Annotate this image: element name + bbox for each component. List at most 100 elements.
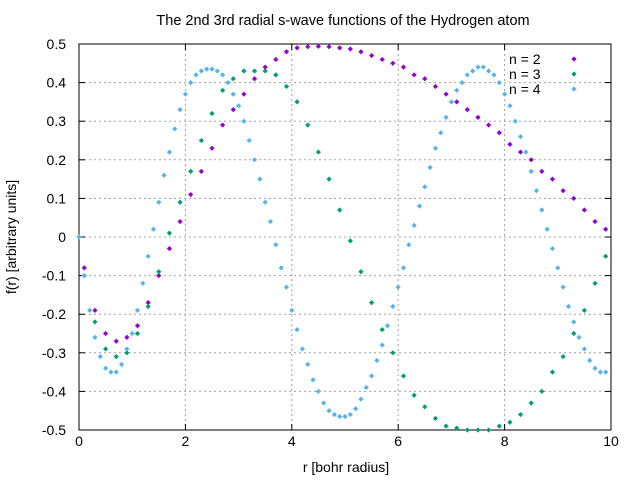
data-point xyxy=(81,265,87,271)
data-point xyxy=(549,176,556,182)
data-point xyxy=(214,68,220,74)
data-point xyxy=(230,107,236,113)
data-point xyxy=(177,107,183,113)
data-point xyxy=(581,307,587,313)
data-point xyxy=(432,145,439,151)
y-axis-label: f(r) [arbitrary units] xyxy=(3,180,19,294)
data-point xyxy=(443,114,449,120)
data-point xyxy=(342,413,348,420)
data-point xyxy=(150,226,157,232)
data-point xyxy=(177,218,183,225)
data-point xyxy=(87,307,93,313)
data-point xyxy=(251,157,258,163)
data-point xyxy=(379,342,385,348)
data-point xyxy=(517,149,524,155)
data-point xyxy=(273,242,279,248)
data-point xyxy=(406,242,412,248)
data-point xyxy=(448,99,454,105)
data-point xyxy=(422,184,428,190)
data-point xyxy=(198,168,204,174)
data-point xyxy=(193,72,199,78)
data-point xyxy=(581,207,587,213)
x-tick-label: 10 xyxy=(603,433,619,449)
data-point xyxy=(267,218,274,225)
data-point xyxy=(278,265,284,271)
data-point xyxy=(283,49,290,55)
data-point xyxy=(92,334,98,340)
data-point xyxy=(411,72,417,78)
data-point xyxy=(241,118,247,124)
data-point xyxy=(390,303,396,310)
data-point xyxy=(134,307,141,313)
data-point xyxy=(565,303,572,310)
data-point xyxy=(124,346,130,352)
data-point xyxy=(326,44,332,50)
data-point xyxy=(326,408,332,414)
data-point xyxy=(592,280,598,286)
data-point xyxy=(549,245,556,252)
data-point xyxy=(443,91,449,97)
y-tick-label: -0.3 xyxy=(42,345,66,361)
data-point xyxy=(113,369,119,375)
data-point xyxy=(305,361,311,367)
data-point xyxy=(156,199,162,205)
data-point xyxy=(475,427,481,433)
data-point xyxy=(443,423,449,429)
data-point xyxy=(156,273,162,279)
data-point xyxy=(486,68,492,74)
data-point xyxy=(220,122,226,128)
y-tick-label: -0.4 xyxy=(42,383,66,399)
data-point xyxy=(97,354,103,360)
data-point xyxy=(140,280,146,286)
data-point xyxy=(560,188,566,194)
data-point xyxy=(92,319,98,325)
legend-label: n = 4 xyxy=(509,81,541,97)
data-point xyxy=(273,72,279,78)
data-point xyxy=(315,43,321,49)
data-point xyxy=(432,83,439,90)
data-point xyxy=(459,80,465,86)
x-tick-label: 0 xyxy=(75,433,83,449)
data-point xyxy=(432,415,439,422)
x-tick-label: 2 xyxy=(182,433,190,449)
data-point xyxy=(400,64,407,70)
data-point xyxy=(512,118,518,124)
data-point xyxy=(528,157,534,163)
data-point xyxy=(438,130,444,136)
data-point xyxy=(571,319,577,325)
data-point xyxy=(145,253,151,259)
data-point xyxy=(294,327,300,333)
data-point xyxy=(236,103,242,109)
data-point xyxy=(230,91,236,97)
data-point xyxy=(188,80,194,86)
data-point xyxy=(299,346,306,352)
data-point xyxy=(422,404,428,410)
data-point xyxy=(454,99,460,105)
data-point xyxy=(571,330,577,337)
data-point xyxy=(220,87,226,93)
data-point xyxy=(81,273,87,279)
data-point xyxy=(145,303,151,310)
data-point xyxy=(464,72,470,78)
data-point xyxy=(337,413,343,420)
x-axis-label: r [bohr radius] xyxy=(303,459,389,475)
data-point xyxy=(496,80,502,86)
data-point xyxy=(310,377,316,383)
legend-marker xyxy=(571,71,577,77)
data-point xyxy=(592,365,598,371)
data-point xyxy=(390,350,396,356)
data-point xyxy=(454,425,460,431)
data-point xyxy=(241,91,247,97)
data-point xyxy=(134,330,141,337)
data-point xyxy=(241,68,247,74)
data-point xyxy=(507,419,513,425)
data-point xyxy=(305,44,311,50)
data-point xyxy=(491,72,497,78)
data-point xyxy=(597,369,603,375)
data-point xyxy=(358,269,364,275)
data-point xyxy=(251,68,258,74)
y-tick-label: 0.4 xyxy=(47,75,67,91)
data-point xyxy=(108,369,114,375)
data-point xyxy=(251,76,258,82)
